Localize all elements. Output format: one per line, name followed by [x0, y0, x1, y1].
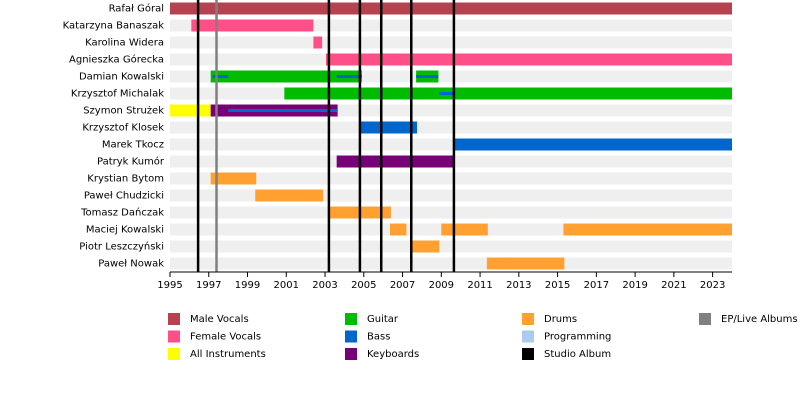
row-label: Rafał Góral: [109, 3, 164, 15]
legend-label: EP/Live Albums: [721, 314, 798, 325]
x-tick-label: 1999: [235, 280, 260, 291]
legend-swatch: [168, 348, 180, 360]
row-band: [170, 121, 732, 134]
x-tick-label: 2019: [622, 280, 647, 291]
bar: [389, 223, 407, 236]
row-band: [170, 189, 732, 202]
bar: [313, 36, 323, 49]
legend-swatch: [168, 313, 180, 325]
legend-label: Guitar: [367, 314, 399, 325]
legend-swatch: [699, 313, 711, 325]
row-label: Krystian Bytom: [87, 174, 164, 185]
row-label: Krzysztof Michalak: [71, 89, 164, 100]
x-tick-label: 2009: [429, 280, 454, 291]
x-tick-label: 2013: [506, 280, 531, 291]
bar: [284, 87, 732, 100]
bar: [170, 104, 211, 117]
x-tick-label: 2021: [661, 280, 686, 291]
x-tick-label: 2005: [351, 280, 376, 291]
legend-label: Programming: [544, 332, 611, 343]
row-label: Damian Kowalski: [79, 72, 164, 83]
stripe: [416, 75, 439, 78]
bar: [359, 121, 418, 134]
x-tick-label: 2011: [467, 280, 492, 291]
bar: [563, 223, 732, 236]
x-tick-label: 2007: [390, 280, 415, 291]
legend-label: Drums: [544, 314, 577, 325]
x-tick-label: 2023: [700, 280, 725, 291]
stripe: [336, 75, 362, 78]
row-label: Maciej Kowalski: [86, 225, 164, 236]
bar: [441, 223, 488, 236]
legend-label: Studio Album: [544, 349, 611, 360]
bar: [210, 172, 257, 185]
row-label: Katarzyna Banaszak: [63, 21, 165, 32]
row-label: Krzysztof Klosek: [82, 123, 164, 134]
stripe: [212, 75, 229, 78]
row-label: Karolina Widera: [85, 38, 164, 49]
legend-label: Male Vocals: [190, 314, 249, 325]
stripe: [439, 92, 455, 95]
row-band: [170, 206, 732, 219]
legend-swatch: [345, 330, 357, 343]
legend-swatch: [168, 330, 180, 343]
bar: [191, 19, 314, 32]
legend-swatch: [522, 313, 534, 325]
row-label: Szymon Strużek: [83, 106, 164, 117]
legend-label: All Instruments: [190, 349, 266, 360]
bar: [336, 155, 455, 168]
row-label: Marek Tkocz: [102, 140, 164, 151]
bar: [412, 240, 440, 253]
bar: [210, 70, 362, 83]
bar: [170, 2, 732, 15]
bar: [326, 53, 732, 66]
legend-swatch: [522, 348, 534, 360]
stripe: [228, 109, 338, 112]
row-band: [170, 36, 732, 49]
row-label: Piotr Leszczyński: [79, 241, 164, 253]
legend-swatch: [522, 330, 534, 343]
bar: [255, 189, 324, 202]
row-label: Patryk Kumór: [97, 156, 165, 168]
legend-label: Keyboards: [367, 349, 419, 360]
row-band: [170, 172, 732, 185]
x-tick-label: 2015: [545, 280, 570, 291]
row-label: Paweł Chudzicki: [84, 191, 164, 202]
row-label: Tomasz Dańczak: [80, 207, 164, 219]
row-label: Paweł Nowak: [98, 259, 164, 270]
x-tick-label: 1995: [157, 280, 182, 291]
x-tick-label: 2017: [584, 280, 609, 291]
legend-label: Female Vocals: [190, 332, 261, 343]
x-tick-label: 2003: [312, 280, 337, 291]
row-band: [170, 257, 732, 270]
bar: [454, 138, 732, 151]
legend-swatch: [345, 348, 357, 360]
x-tick-label: 2001: [274, 280, 299, 291]
row-band: [170, 240, 732, 253]
x-tick-label: 1997: [196, 280, 221, 291]
legend-label: Bass: [367, 332, 390, 343]
row-label: Agnieszka Górecka: [69, 54, 164, 66]
legend-swatch: [345, 313, 357, 325]
bar: [486, 257, 565, 270]
